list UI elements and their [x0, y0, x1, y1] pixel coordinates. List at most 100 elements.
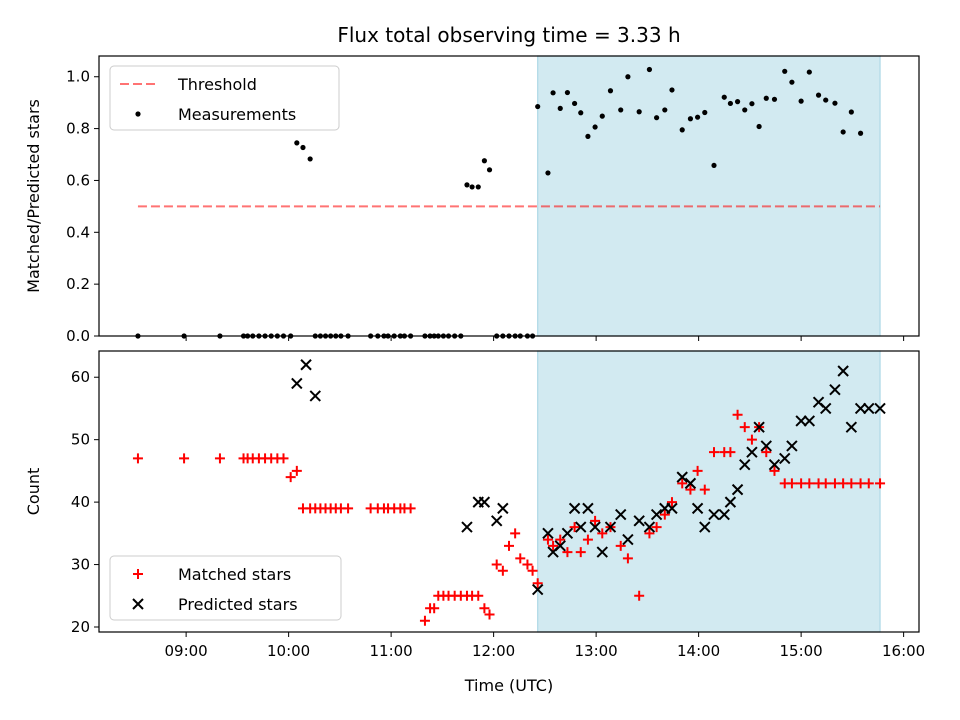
- data-point: [490, 515, 503, 527]
- data-point: [548, 540, 559, 551]
- data-point: [857, 130, 864, 136]
- data-point: [307, 156, 313, 162]
- data-point: [739, 422, 750, 433]
- data-point: [343, 503, 354, 514]
- data-point: [854, 402, 867, 415]
- data-point: [515, 553, 526, 564]
- data-point: [874, 402, 886, 415]
- data-point: [535, 103, 541, 110]
- data-point: [721, 94, 727, 100]
- data-point: [789, 79, 795, 85]
- data-point: [214, 453, 225, 464]
- x-tick-label: 14:00: [677, 642, 720, 660]
- data-point: [725, 447, 736, 458]
- data-point: [582, 534, 593, 545]
- data-point: [291, 377, 303, 390]
- data-point: [291, 465, 302, 476]
- legend-label: Predicted stars: [178, 595, 298, 614]
- data-point: [484, 609, 495, 620]
- data-point: [569, 522, 580, 533]
- data-point: [768, 458, 781, 471]
- legend-label: Threshold: [177, 75, 257, 94]
- data-point: [709, 447, 719, 458]
- data-point: [497, 502, 509, 515]
- data-point: [711, 162, 717, 169]
- data-point: [699, 521, 711, 533]
- data-point: [779, 452, 791, 465]
- data-point: [820, 478, 831, 489]
- data-point: [724, 496, 737, 508]
- y-tick-label: 0.8: [66, 120, 90, 138]
- data-point: [875, 478, 886, 489]
- data-point: [590, 515, 601, 526]
- data-point: [646, 66, 653, 73]
- data-point: [651, 522, 662, 533]
- data-point: [473, 590, 484, 601]
- data-point: [564, 89, 571, 96]
- data-point: [504, 540, 514, 551]
- data-point: [294, 140, 300, 146]
- data-point: [568, 502, 581, 515]
- data-point: [742, 107, 748, 113]
- data-point: [659, 509, 670, 520]
- data-point: [575, 521, 587, 533]
- observing-window-span: [537, 55, 881, 337]
- data-point: [522, 559, 533, 570]
- data-point: [461, 521, 473, 533]
- legend-label: Measurements: [178, 105, 296, 124]
- data-point: [615, 508, 627, 521]
- data-point: [285, 472, 296, 483]
- y-tick-label: 60: [71, 368, 90, 386]
- y-tick-label: 1.0: [66, 68, 90, 86]
- data-point: [592, 124, 598, 130]
- y-axis-label: Count: [24, 468, 43, 516]
- data-point: [527, 565, 538, 576]
- data-point: [848, 109, 854, 115]
- data-point: [557, 105, 563, 111]
- data-point: [734, 99, 741, 105]
- data-point: [532, 578, 543, 589]
- data-point: [820, 402, 832, 415]
- data-point: [760, 440, 772, 452]
- data-point: [578, 110, 584, 116]
- legend-box: [109, 555, 342, 621]
- x-tick-label: 10:00: [267, 642, 310, 660]
- data-point: [618, 107, 624, 113]
- data-point: [542, 527, 554, 540]
- data-point: [478, 496, 491, 508]
- data-point: [666, 497, 677, 508]
- data-point: [718, 508, 730, 521]
- data-point: [278, 453, 289, 464]
- data-point: [643, 521, 656, 533]
- data-point: [803, 415, 816, 427]
- data-point: [786, 478, 797, 489]
- data-point: [575, 547, 586, 558]
- data-point: [582, 502, 594, 515]
- legend-plus-swatch: [133, 569, 143, 579]
- data-point: [597, 528, 608, 539]
- data-point: [654, 115, 660, 121]
- legend-box: [109, 65, 340, 131]
- data-point: [497, 565, 508, 576]
- data-point: [179, 453, 190, 464]
- data-point: [753, 421, 765, 433]
- y-tick-label: 0.4: [66, 223, 90, 241]
- data-point: [832, 100, 838, 106]
- x-axis-label: Time (UTC): [464, 676, 553, 695]
- data-point: [798, 98, 804, 104]
- data-point: [845, 421, 858, 433]
- data-point: [644, 528, 655, 539]
- data-point: [691, 502, 704, 515]
- data-point: [815, 92, 822, 98]
- data-point: [795, 415, 807, 427]
- legend-label: Matched stars: [178, 565, 291, 584]
- data-point: [510, 528, 521, 539]
- data-point: [756, 123, 762, 130]
- top-panel: 0.0 0.2 0.4 0.6 0.8 1.0 Matched/Predicted star…: [24, 55, 920, 345]
- data-point: [749, 101, 755, 107]
- data-point: [786, 440, 798, 452]
- data-point: [708, 508, 720, 521]
- data-point: [615, 540, 626, 551]
- legend-x-swatch: [132, 598, 144, 610]
